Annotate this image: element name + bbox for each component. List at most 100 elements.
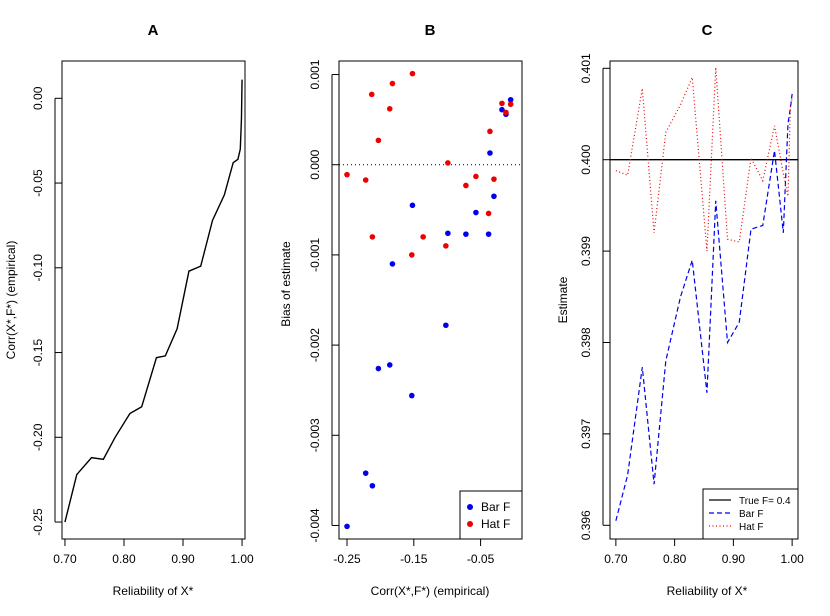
panel-b-point-bar-f-10 <box>463 231 469 237</box>
panel-b-legend: Bar F Hat F <box>459 490 523 540</box>
panel-c-series-line-hat-f <box>615 67 793 252</box>
panel-c-legend-bar-f-label: Bar F <box>739 509 763 520</box>
panel-b-legend-bar-f-marker <box>467 504 473 510</box>
panel-b-legend-hat-f-marker <box>467 521 473 527</box>
panel-b-point-bar-f-17 <box>507 96 514 103</box>
panel-b-x-tick-label-1: -0.15 <box>400 552 428 566</box>
panel-c-plot-frame <box>609 60 799 540</box>
panel-a-x-tick-label-0: 0.70 <box>53 552 77 566</box>
panel-c-y-axis-label: Estimate <box>556 276 570 323</box>
panel-c-y-tick-label-1: 0.397 <box>579 419 593 449</box>
panel-b-plot-frame <box>338 60 523 540</box>
panel-a-series-line-0 <box>64 79 243 523</box>
panel-a-x-axis: 0.70 0.80 0.90 1.00 <box>53 538 254 566</box>
panel-b-point-hat-f-11 <box>445 160 451 166</box>
panel-a-y-tick-label-0: 0.00 <box>31 86 45 110</box>
panel-b-point-bar-f-4 <box>386 362 393 368</box>
panel-b-point-bar-f-3 <box>375 365 382 372</box>
panel-b-point-bar-f-15 <box>499 106 505 113</box>
panel-b-point-hat-f-17 <box>499 100 505 107</box>
panel-c-marks <box>610 67 798 521</box>
panel-c-x-tick-label-2: 0.90 <box>722 552 746 566</box>
panel-c-y-tick-label-0: 0.396 <box>579 510 593 540</box>
panel-b-point-bar-f-12 <box>485 231 492 237</box>
panel-a-x-axis-label: Reliability of X* <box>113 584 194 598</box>
panel-b-point-bar-f-14 <box>491 193 497 200</box>
panel-a-y-tick-label-4: -0.20 <box>31 423 45 451</box>
panel-b-point-hat-f-9 <box>420 234 426 240</box>
panel-b-y-tick-label-1: 0.000 <box>308 149 322 179</box>
panel-c-y-axis: 0.396 0.397 0.398 0.399 0.400 0.401 <box>579 53 610 540</box>
panel-a-y-tick-label-5: -0.25 <box>31 508 45 536</box>
panel-b-point-bar-f-8 <box>443 322 449 329</box>
panel-b-point-hat-f-1 <box>362 177 369 183</box>
panel-b-point-hat-f-13 <box>473 173 479 180</box>
panel-b-point-bar-f-1 <box>362 470 369 476</box>
panel-a-y-tick-label-1: -0.05 <box>31 169 45 197</box>
panel-b-point-hat-f-14 <box>485 210 492 217</box>
panel-c-x-tick-label-3: 1.00 <box>780 552 804 566</box>
panel-c-y-tick-label-5: 0.401 <box>579 53 593 83</box>
panel-b-y-tick-label-5: -0.004 <box>308 508 322 542</box>
panel-b-point-bar-f-7 <box>409 202 416 209</box>
panel-c-y-tick-label-3: 0.399 <box>579 236 593 266</box>
panel-c-legend: True F= 0.4 Bar F Hat F <box>702 488 799 540</box>
panel-a-x-tick-label-3: 1.00 <box>230 552 254 566</box>
panel-b-y-tick-label-4: -0.003 <box>308 418 322 452</box>
panel-a-x-tick-label-1: 0.80 <box>112 552 136 566</box>
panel-a-y-axis: 0.00 -0.05 -0.10 -0.15 -0.20 -0.25 <box>31 86 62 536</box>
panel-b-y-tick-label-2: -0.001 <box>308 238 322 272</box>
panel-a-x-tick-label-2: 0.90 <box>171 552 195 566</box>
panel-c: C 0.70 0.80 0.90 1.00 0.3960.3970.3980.3990… <box>556 22 804 598</box>
panel-b-point-bar-f-2 <box>369 482 376 489</box>
panel-b-x-axis-label: Corr(X*,F*) (empirical) <box>371 584 490 598</box>
panel-b-y-axis-label: Bias of estimate <box>279 241 293 327</box>
panel-b-y-tick-label-0: 0.001 <box>308 59 322 89</box>
panel-c-y-tick-label-2: 0.398 <box>579 327 593 357</box>
panel-b-point-hat-f-0 <box>344 171 350 178</box>
panel-a-title: A <box>148 22 159 39</box>
panel-b-y-axis: 0.001 0.000 -0.001 -0.002 -0.003 -0.004 <box>308 59 339 542</box>
panel-b-point-hat-f-2 <box>369 234 376 240</box>
panel-a-y-tick-label-3: -0.15 <box>31 339 45 367</box>
panel-c-legend-hat-f-label: Hat F <box>739 522 763 533</box>
panel-b-point-hat-f-3 <box>368 91 375 98</box>
panel-b-x-axis: -0.25 -0.15 -0.05 <box>333 538 495 566</box>
panel-b-point-bar-f-13 <box>487 150 493 156</box>
panel-b: B -0.25 -0.15 -0.05 0.001 0.000 -0.001 -0.002… <box>279 22 523 598</box>
panel-b-point-bar-f-6 <box>408 392 415 399</box>
panel-c-x-axis: 0.70 0.80 0.90 1.00 <box>604 538 804 566</box>
panel-a-y-tick-label-2: -0.10 <box>31 254 45 282</box>
panel-a-plot-frame <box>61 60 246 540</box>
panel-b-point-bar-f-0 <box>344 523 350 530</box>
panel-b-y-tick-label-3: -0.002 <box>308 328 322 362</box>
panel-a-marks <box>64 79 243 523</box>
panel-b-point-hat-f-12 <box>463 182 469 189</box>
panel-b-point-hat-f-4 <box>375 137 382 144</box>
panel-c-title: C <box>702 22 713 39</box>
panel-b-legend-hat-f-label: Hat F <box>481 517 510 531</box>
panel-b-point-hat-f-10 <box>443 243 449 249</box>
panel-b-title: B <box>425 22 436 39</box>
panel-b-point-hat-f-19 <box>507 101 514 108</box>
panel-c-legend-box <box>702 488 799 540</box>
panel-c-legend-true-f-label: True F= 0.4 <box>739 496 791 507</box>
panel-c-series-line-bar-f <box>615 93 793 521</box>
panel-b-point-hat-f-8 <box>409 70 416 77</box>
panel-b-x-tick-label-0: -0.25 <box>333 552 361 566</box>
panel-a: A 0.70 0.80 0.90 1.00 0.00 -0.05 -0.10 -0.15 -0… <box>4 22 254 598</box>
panel-b-point-hat-f-7 <box>408 252 415 258</box>
panel-c-x-axis-label: Reliability of X* <box>667 584 748 598</box>
panel-b-x-tick-label-2: -0.05 <box>467 552 495 566</box>
panel-c-y-tick-label-4: 0.400 <box>579 144 593 174</box>
panel-b-point-hat-f-15 <box>487 128 493 135</box>
panel-b-point-hat-f-18 <box>503 109 509 116</box>
panel-b-point-bar-f-9 <box>445 230 451 237</box>
panel-c-x-tick-label-1: 0.80 <box>663 552 687 566</box>
panel-b-point-bar-f-11 <box>473 209 479 216</box>
panel-b-marks <box>339 70 522 530</box>
panel-b-point-hat-f-5 <box>386 106 393 112</box>
panel-b-point-bar-f-5 <box>389 261 396 267</box>
panel-b-point-hat-f-6 <box>389 80 396 87</box>
